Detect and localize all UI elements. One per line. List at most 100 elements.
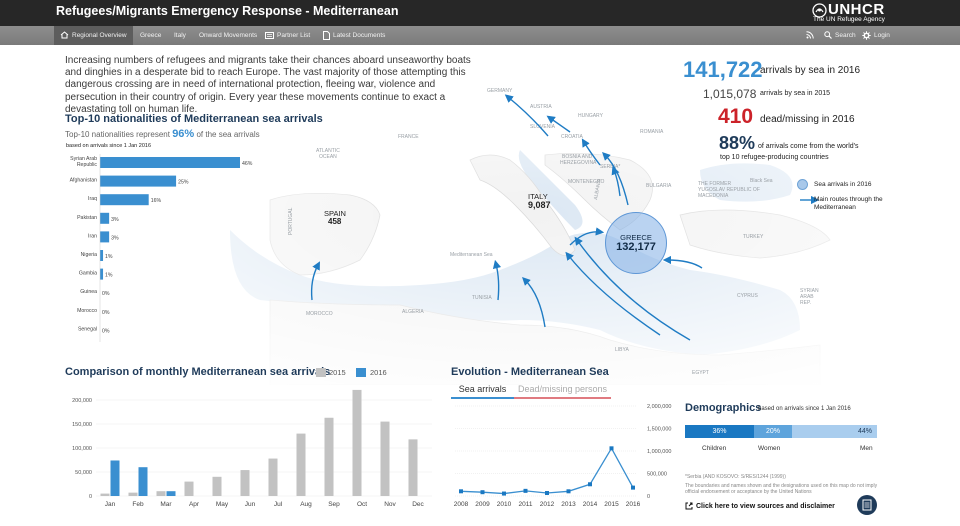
demo-segment-children: 36% — [685, 425, 754, 438]
top10-percent-label: of arrivals come from the world's — [758, 143, 859, 150]
nationality-label: Iran — [88, 233, 97, 239]
map-label-macedonia: THE FORMER — [698, 181, 731, 187]
route-arrow — [546, 115, 571, 133]
bar-2016 — [166, 491, 176, 496]
documents-button[interactable] — [857, 495, 877, 515]
arrivals-2015-label: arrivals by sea in 2015 — [760, 90, 831, 97]
y-tick-label: 500,000 — [647, 472, 667, 478]
map-label-black-sea: Black Sea — [750, 178, 773, 184]
monthly-arrivals-chart[interactable]: 0 50,000 100,000 150,000 200,000 Jan Feb Mar Apr… — [60, 382, 440, 512]
arrivals-point — [459, 489, 463, 494]
x-tick-label: Oct — [357, 501, 367, 508]
intro-paragraph: Increasing numbers of refugees and migra… — [65, 55, 471, 115]
top10-note: based on arrivals since 1 Jan 2016 — [66, 143, 151, 149]
nav-label: Login — [874, 32, 890, 39]
map-label-morocco: MOROCCO — [306, 311, 333, 317]
map-canvas: GERMANY AUSTRIA HUNGARY FRANCE ROMANIA S… — [0, 45, 960, 386]
demo-segment-men: 44% — [792, 425, 877, 438]
x-tick-label: May — [216, 501, 229, 508]
monthly-chart-title: Comparison of monthly Mediterranean sea … — [65, 366, 331, 378]
map-label-libya: LIBYA — [615, 347, 629, 353]
x-tick-label: Nov — [384, 501, 396, 508]
greece-label: GREECE — [620, 233, 652, 242]
sources-disclaimer-link[interactable]: Click here to view sources and disclaime… — [685, 502, 835, 510]
top10-title: Top-10 nationalities of Mediterranean se… — [65, 113, 323, 125]
route-arrow — [492, 259, 502, 301]
login-button[interactable]: Login — [856, 26, 896, 45]
bar-2016 — [110, 460, 120, 496]
italy-label: ITALY — [528, 192, 548, 201]
x-tick-label: 2015 — [604, 501, 619, 508]
sources-link-label: Click here to view sources and disclaime… — [696, 502, 835, 510]
map-label-cyprus: CYPRUS — [737, 293, 759, 299]
nationality-label: Guinea — [80, 289, 97, 295]
spain-label: SPAIN — [324, 209, 346, 218]
evolution-line-chart[interactable]: 0 500,000 1,000,000 1,500,000 2,000,000 2008 2… — [445, 398, 680, 513]
nav-regional-overview[interactable]: Regional Overview — [54, 26, 133, 45]
nationality-value-label: 16% — [151, 198, 162, 204]
x-tick-label: Feb — [132, 501, 144, 508]
nationality-bar — [100, 175, 177, 187]
main-nav: Regional Overview Greece Italy Onward Mo… — [0, 26, 960, 45]
map-label-hungary: HUNGARY — [578, 113, 604, 119]
rss-icon — [806, 31, 814, 39]
x-tick-label: 2010 — [497, 501, 512, 508]
route-arrow — [602, 152, 629, 206]
route-arrow — [581, 138, 601, 166]
arrivals-2016-value: 141,722 — [683, 57, 763, 82]
unhcr-logo[interactable]: UNHCR The UN Refugee Agency — [812, 1, 902, 24]
legend-2015-label: 2015 — [329, 368, 346, 377]
map-label-montenegro: MONTENEGRO — [568, 179, 605, 185]
arrivals-line — [460, 447, 634, 495]
nav-label: Latest Documents — [333, 32, 386, 39]
spain-arrivals-value: 458 — [328, 217, 342, 226]
bar-2015 — [128, 492, 138, 496]
map-label-herzegovina: HERZEGOVINA — [560, 160, 597, 166]
nav-latest-documents[interactable]: Latest Documents — [317, 26, 391, 45]
mediterranean-map[interactable]: GERMANY AUSTRIA HUNGARY FRANCE ROMANIA S… — [0, 45, 960, 386]
map-footnote: *Serbia (AND KOSOVO: S/RES/1244 (1999)) … — [685, 474, 885, 495]
bar-2015 — [352, 389, 362, 496]
bar-2015 — [212, 476, 222, 496]
demo-label-women: Women — [758, 445, 781, 452]
nav-partner-list[interactable]: Partner List — [259, 26, 316, 45]
nationality-label: Afghanistan — [70, 178, 98, 184]
nationality-value-label: 1% — [105, 254, 113, 260]
top10-subtitle-pct: 96% — [172, 128, 195, 140]
x-tick-label: Jan — [105, 501, 116, 508]
legend-route-label: Main routes through the Mediterranean — [814, 196, 883, 211]
app-title: Refugees/Migrants Emergency Response - M… — [56, 4, 399, 18]
footnote-serbia: *Serbia (AND KOSOVO: S/RES/1244 (1999)) — [685, 474, 786, 480]
nav-greece[interactable]: Greece — [134, 26, 167, 45]
route-arrow — [565, 251, 661, 336]
unhcr-emblem-icon — [812, 3, 827, 18]
rss-button[interactable] — [800, 26, 823, 45]
nationality-label: Syrian Arab — [70, 156, 97, 162]
map-label-egypt: EGYPT — [692, 370, 709, 376]
nav-onward-movements[interactable]: Onward Movements — [193, 26, 263, 45]
search-button[interactable]: Search — [818, 26, 862, 45]
y-tick-label: 200,000 — [72, 398, 92, 404]
x-tick-label: 2012 — [540, 501, 555, 508]
map-label-germany: GERMANY — [487, 88, 513, 94]
route-arrow — [310, 261, 320, 301]
arrivals-point — [480, 490, 485, 495]
arrivals-2015-value: 1,015,078 — [703, 87, 757, 101]
map-label-ocean: OCEAN — [319, 154, 337, 160]
tab-dead-missing[interactable]: Dead/missing persons — [514, 383, 611, 399]
nationality-bar — [100, 212, 110, 224]
nav-italy[interactable]: Italy — [168, 26, 192, 45]
arrivals-point — [545, 491, 549, 496]
map-label-france: FRANCE — [398, 134, 419, 140]
greece-arrivals-bubble[interactable] — [605, 212, 667, 274]
tab-sea-arrivals[interactable]: Sea arrivals — [451, 383, 514, 399]
x-tick-label: 2016 — [626, 501, 641, 508]
arrivals-point — [523, 488, 528, 493]
nationality-bar — [100, 268, 104, 280]
nationality-label: Republic — [77, 162, 98, 168]
nav-label: Regional Overview — [72, 32, 127, 39]
bubble-swatch — [797, 179, 808, 190]
bar-2015 — [324, 417, 334, 496]
italy-arrivals-value: 9,087 — [528, 200, 551, 210]
